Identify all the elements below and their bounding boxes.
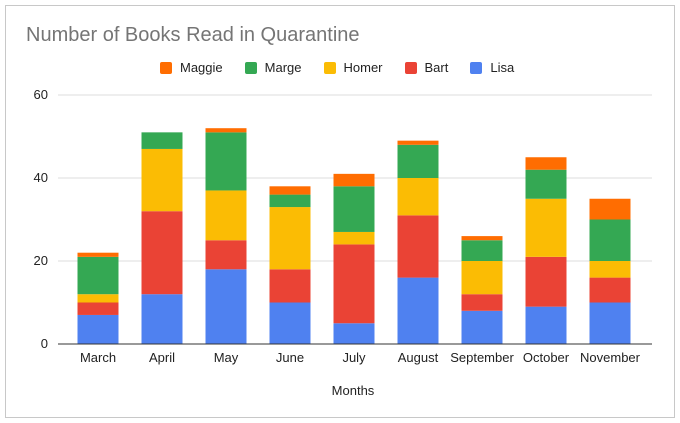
bar-segment-homer bbox=[141, 148, 183, 212]
bar-segment-homer bbox=[397, 178, 439, 216]
legend-swatch bbox=[470, 61, 483, 74]
legend-item: Homer bbox=[323, 60, 383, 75]
bar-segment-bart bbox=[77, 302, 119, 315]
bar-segment-bart bbox=[333, 244, 375, 324]
legend-label: Marge bbox=[264, 60, 302, 75]
x-tick-label: July bbox=[342, 350, 366, 365]
bar-segment-marge bbox=[461, 240, 503, 261]
x-tick-label: June bbox=[276, 350, 304, 365]
legend-item: Bart bbox=[404, 60, 449, 75]
x-tick-label: August bbox=[398, 350, 439, 365]
legend-swatch bbox=[160, 61, 172, 74]
x-tick-label: May bbox=[214, 350, 239, 365]
legend-item: Marge bbox=[244, 60, 302, 75]
legend-swatch bbox=[323, 61, 336, 74]
bar-segment-lisa bbox=[589, 302, 631, 344]
bar-segment-maggie bbox=[461, 236, 503, 241]
bar-segment-marge bbox=[333, 186, 375, 232]
bar-segment-lisa bbox=[525, 306, 567, 344]
bar-segment-bart bbox=[589, 277, 631, 303]
bar-segment-marge bbox=[525, 169, 567, 199]
bar-segment-maggie bbox=[525, 157, 567, 170]
bar-segment-marge bbox=[397, 144, 439, 178]
x-tick-label: November bbox=[580, 350, 641, 365]
bar-segment-lisa bbox=[333, 323, 375, 344]
bar-segment-maggie bbox=[589, 198, 631, 220]
bar-segment-bart bbox=[269, 269, 311, 303]
bar-segment-homer bbox=[77, 294, 119, 303]
y-tick-label: 20 bbox=[34, 253, 48, 268]
bar-segment-maggie bbox=[205, 128, 247, 133]
legend-item: Maggie bbox=[160, 60, 223, 75]
bar-segment-marge bbox=[589, 219, 631, 261]
bar-segment-lisa bbox=[141, 294, 183, 344]
bar-segment-lisa bbox=[397, 277, 439, 344]
legend-label: Homer bbox=[343, 60, 383, 75]
bar-segment-homer bbox=[525, 198, 567, 257]
bar-segment-marge bbox=[77, 256, 119, 295]
bar-segment-bart bbox=[397, 215, 439, 278]
legend-swatch bbox=[404, 61, 417, 74]
y-tick-label: 0 bbox=[41, 336, 48, 351]
x-tick-label: April bbox=[149, 350, 175, 365]
bar-segment-bart bbox=[525, 256, 567, 307]
x-tick-label: September bbox=[450, 350, 514, 365]
chart-title: Number of Books Read in Quarantine bbox=[26, 24, 360, 46]
x-axis-label: Months bbox=[331, 383, 375, 398]
bar-segment-marge bbox=[269, 194, 311, 208]
bar-segment-homer bbox=[205, 190, 247, 241]
bar-segment-marge bbox=[141, 132, 183, 149]
legend-swatch bbox=[244, 61, 257, 74]
bar-segment-lisa bbox=[77, 314, 119, 344]
bar-segment-homer bbox=[269, 207, 311, 270]
bar-segment-lisa bbox=[205, 269, 247, 344]
bar-segment-homer bbox=[589, 261, 631, 278]
x-tick-label: October bbox=[523, 350, 570, 365]
legend: Maggie Marge Homer Bart Lisa bbox=[160, 60, 514, 75]
bar-segment-bart bbox=[141, 211, 183, 295]
bar-segment-lisa bbox=[461, 310, 503, 344]
y-tick-label: 40 bbox=[34, 170, 48, 185]
bar-segment-lisa bbox=[269, 302, 311, 344]
legend-label: Bart bbox=[424, 60, 449, 75]
legend-item: Lisa bbox=[470, 60, 514, 75]
bar-segment-homer bbox=[461, 261, 503, 295]
x-tick-label: March bbox=[80, 350, 116, 365]
bar-segment-marge bbox=[205, 132, 247, 191]
bar-segment-maggie bbox=[77, 252, 119, 257]
bar-segment-homer bbox=[333, 231, 375, 245]
bar-segment-bart bbox=[205, 240, 247, 270]
legend-label: Lisa bbox=[490, 60, 515, 75]
bar-segment-maggie bbox=[397, 140, 439, 145]
bar-segment-maggie bbox=[269, 186, 311, 195]
bar-segment-maggie bbox=[333, 173, 375, 187]
y-tick-label: 60 bbox=[34, 87, 48, 102]
bar-segment-bart bbox=[461, 294, 503, 311]
legend-label: Maggie bbox=[180, 60, 223, 75]
